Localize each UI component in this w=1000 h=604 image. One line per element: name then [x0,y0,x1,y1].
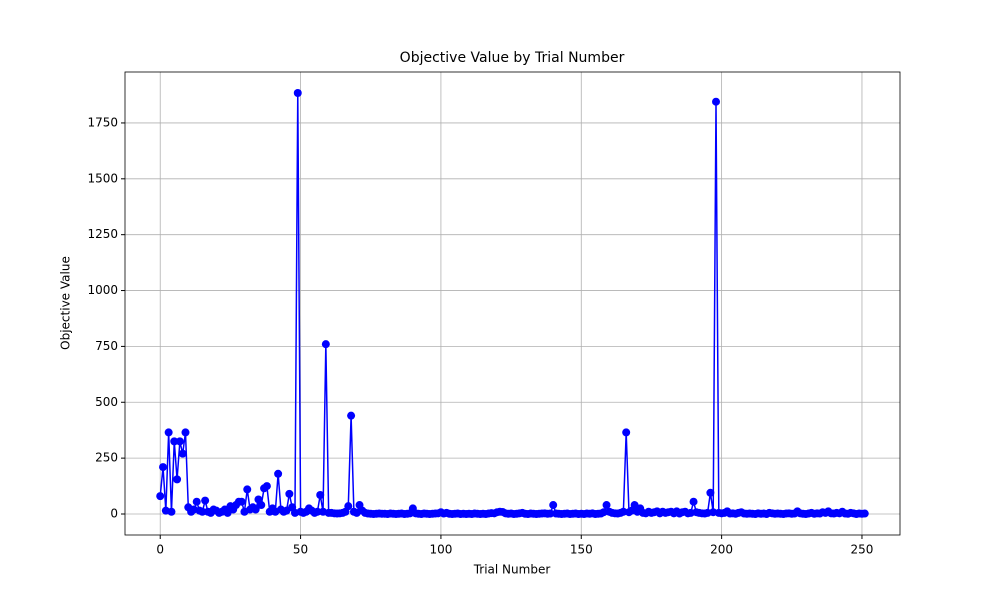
marker [549,501,558,510]
marker [175,437,184,446]
marker [201,496,210,505]
marker [344,502,353,511]
y-axis-label: Objective Value [59,256,73,350]
marker [285,489,294,498]
marker [156,492,165,501]
marker [237,497,246,506]
y-tick-label: 500 [95,395,118,409]
y-tick-label: 1750 [87,115,118,129]
marker [159,463,168,472]
marker [262,482,271,491]
y-tick-label: 250 [95,451,118,465]
marker [198,507,207,516]
marker [257,501,266,510]
marker [170,437,179,446]
marker [274,469,283,478]
x-axis-label: Trial Number [473,563,551,577]
x-tick-label: 200 [710,543,733,557]
marker [178,449,187,458]
plot-frame [124,71,901,536]
x-tick-label: 150 [570,543,593,557]
marker [173,475,182,484]
marker [167,507,176,516]
marker [546,509,555,518]
marker [313,507,322,516]
marker [689,497,698,506]
x-tick-label: 50 [293,543,308,557]
marker [321,340,330,349]
marker [243,485,252,494]
x-tick-label: 100 [429,543,452,557]
x-tick-label: 0 [156,543,164,557]
marker [181,428,190,437]
y-tick-label: 1000 [87,283,118,297]
y-tick-label: 750 [95,339,118,353]
marker [712,97,721,106]
marker [192,497,201,506]
marker [164,428,173,437]
marker [251,505,260,514]
x-tick-label: 250 [851,543,874,557]
marker [293,89,302,98]
marker [602,501,611,510]
y-tick-label: 1250 [87,227,118,241]
y-tick-label: 1500 [87,171,118,185]
y-tick-label: 0 [110,506,118,520]
chart-title: Objective Value by Trial Number [400,50,625,66]
marker [347,411,356,420]
marker [706,488,715,497]
marker [622,428,631,437]
marker [860,509,869,518]
marker [316,491,325,500]
